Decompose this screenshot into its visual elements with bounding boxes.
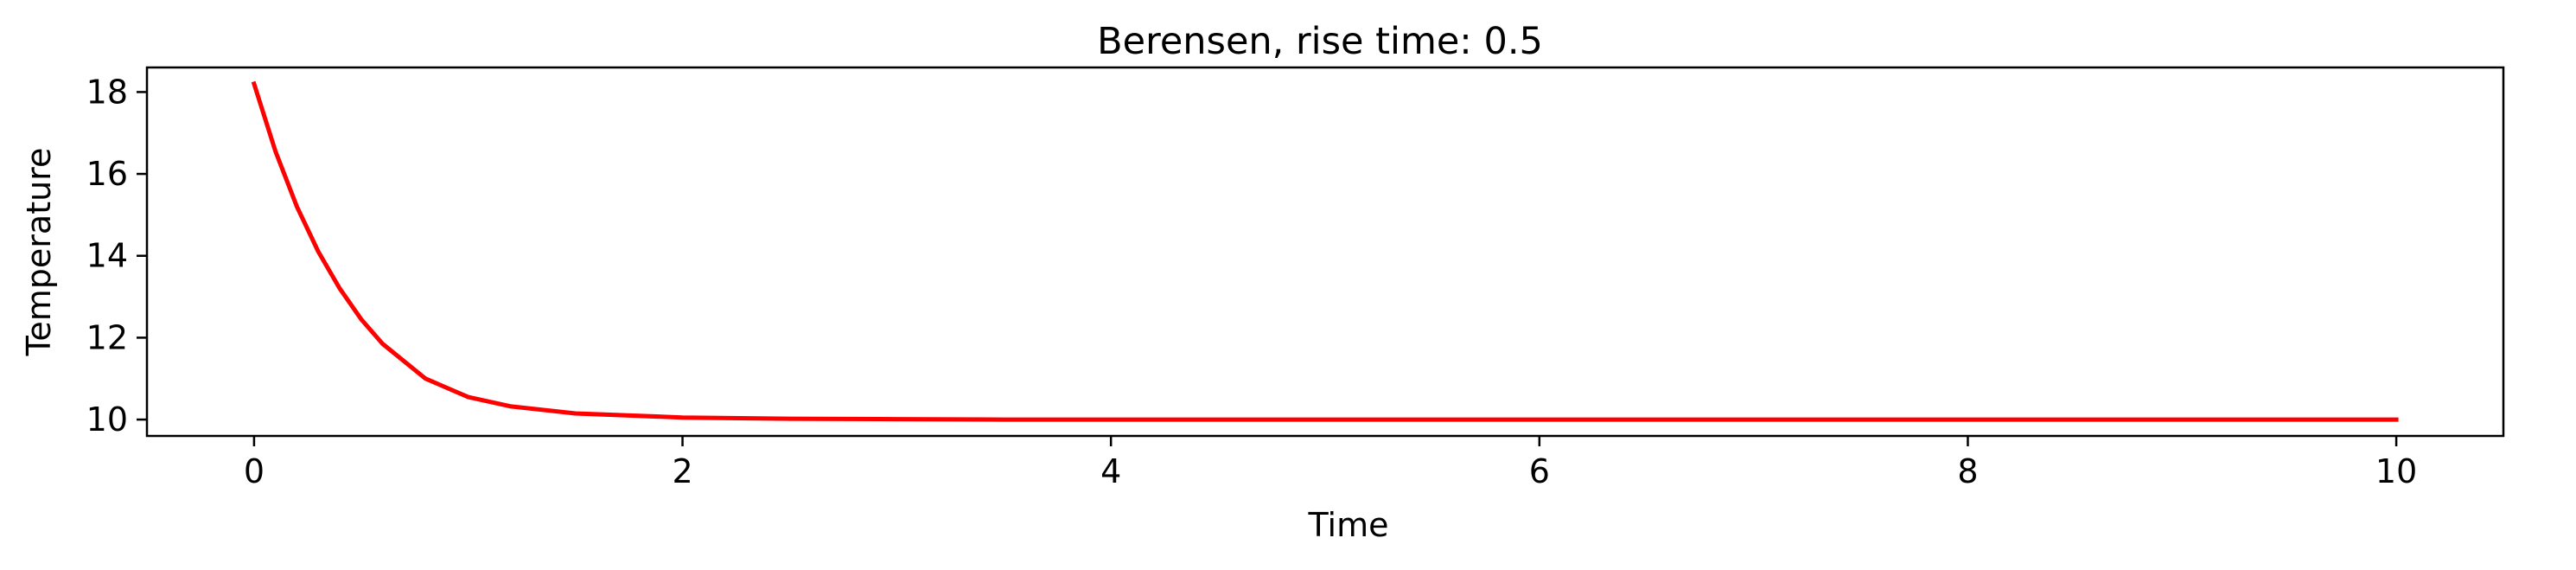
y-tick-label: 18 [86,73,128,111]
x-axis-label: Time [1308,506,1389,544]
y-tick-label: 10 [86,400,128,439]
axes-frame [145,66,2505,438]
y-tick-label: 14 [86,237,128,275]
x-tick-label: 6 [1529,452,1550,490]
chart-title: Berensen, rise time: 0.5 [1097,20,1543,63]
x-tick-label: 10 [2375,452,2417,490]
y-tick-label: 12 [86,318,128,356]
x-axis-ticks: 0 2 4 6 8 10 [244,436,2417,490]
x-tick-label: 0 [244,452,265,490]
x-tick-label: 2 [672,452,692,490]
y-axis-label: Temperature [20,148,58,357]
y-tick-label: 16 [86,155,128,193]
x-tick-label: 4 [1100,452,1121,490]
x-tick-label: 8 [1957,452,1978,490]
series-line-0 [251,80,2399,422]
y-axis-ticks: 10 12 14 16 18 [86,73,147,439]
plot-area [251,80,2399,422]
